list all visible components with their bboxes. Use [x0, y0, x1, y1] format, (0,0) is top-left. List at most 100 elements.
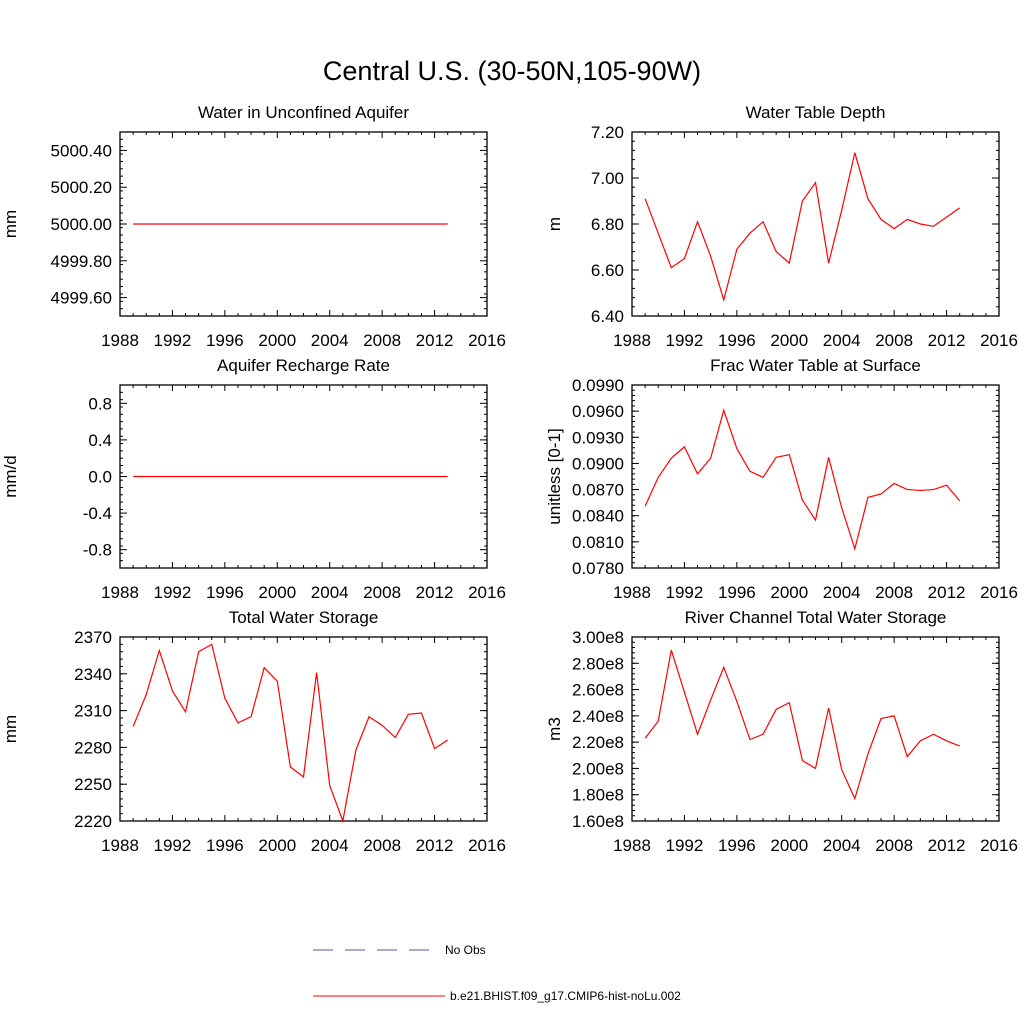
y-axis-label: mm/d	[1, 455, 20, 498]
x-tick-label: 1996	[206, 583, 244, 602]
y-tick-label: 5000.20	[51, 178, 112, 197]
x-tick-label: 1996	[718, 583, 756, 602]
x-tick-label: 2004	[823, 331, 861, 350]
series-line-model	[644, 152, 961, 303]
x-tick-label: 1996	[206, 836, 244, 855]
y-tick-label: 0.0930	[572, 428, 624, 447]
y-tick-label: 0.0810	[572, 533, 624, 552]
x-tick-label: 1988	[613, 836, 651, 855]
chart-panel-6: River Channel Total Water Storage m3 1988 1…	[545, 608, 1018, 855]
plot-frame	[631, 131, 1000, 317]
y-tick-label: 0.0960	[572, 402, 624, 421]
x-tick-label: 2000	[770, 836, 808, 855]
y-tick-label: 2.00e8	[572, 759, 624, 778]
x-tick-label: 2008	[363, 583, 401, 602]
x-tick-label: 2000	[258, 836, 296, 855]
x-tick-label: 2004	[311, 583, 349, 602]
y-tick-label: 2310	[74, 702, 112, 721]
y-tick-label: 0.0	[88, 468, 112, 487]
plot-frame	[631, 384, 1000, 569]
figure-title: Central U.S. (30-50N,105-90W)	[322, 56, 702, 86]
x-tick-label: 2012	[928, 331, 966, 350]
y-tick-label: 2.40e8	[572, 707, 624, 726]
x-tick-label: 1988	[101, 583, 139, 602]
y-tick-label: 4999.60	[51, 289, 112, 308]
y-tick-label: 0.8	[88, 394, 112, 413]
x-tick-label: 2000	[770, 331, 808, 350]
x-tick-label: 2004	[823, 583, 861, 602]
y-tick-label: 2370	[74, 628, 112, 647]
panel-title: Aquifer Recharge Rate	[217, 356, 390, 375]
panel-title: Total Water Storage	[229, 608, 379, 627]
panel-title: Water in Unconfined Aquifer	[198, 103, 409, 122]
plot-frame	[119, 636, 488, 822]
x-tick-label: 2016	[468, 583, 506, 602]
x-tick-label: 2004	[823, 836, 861, 855]
x-tick-label: 2008	[363, 836, 401, 855]
y-tick-label: 5000.40	[51, 141, 112, 160]
y-tick-label: 6.80	[591, 215, 624, 234]
x-tick-label: 2016	[980, 836, 1018, 855]
y-tick-label: 2250	[74, 775, 112, 794]
y-tick-label: 2340	[74, 665, 112, 684]
x-tick-label: 2016	[468, 836, 506, 855]
chart-panel-1: Water in Unconfined Aquifer mm 1988 1992 199…	[1, 103, 506, 350]
x-tick-label: 1992	[154, 583, 192, 602]
x-tick-label: 1988	[613, 583, 651, 602]
panel-title: Water Table Depth	[746, 103, 886, 122]
y-tick-label: 2.60e8	[572, 681, 624, 700]
x-tick-label: 2000	[258, 331, 296, 350]
y-tick-label: 3.00e8	[572, 628, 624, 647]
y-tick-label: 0.0870	[572, 481, 624, 500]
y-axis-label: unitless [0-1]	[545, 428, 564, 524]
chart-panel-2: Water Table Depth m 1988 1992 1996 2000 2004 20…	[545, 103, 1018, 350]
y-tick-label: 7.20	[591, 123, 624, 142]
x-tick-label: 1996	[206, 331, 244, 350]
y-axis-label: mm	[1, 715, 20, 743]
x-tick-label: 2012	[416, 331, 454, 350]
x-tick-label: 1988	[101, 331, 139, 350]
x-tick-label: 2004	[311, 836, 349, 855]
y-tick-label: 0.4	[88, 431, 112, 450]
y-tick-label: -0.4	[83, 504, 112, 523]
y-tick-label: 1.60e8	[572, 812, 624, 831]
y-axis-label: m	[545, 217, 564, 231]
x-tick-label: 1988	[101, 836, 139, 855]
x-tick-label: 2016	[980, 583, 1018, 602]
y-tick-label: -0.8	[83, 541, 112, 560]
x-tick-label: 2012	[928, 836, 966, 855]
x-tick-label: 1992	[666, 836, 704, 855]
y-tick-label: 0.0840	[572, 507, 624, 526]
series-line-model	[132, 643, 449, 824]
x-tick-label: 2012	[416, 836, 454, 855]
y-tick-label: 2.20e8	[572, 733, 624, 752]
x-tick-label: 2016	[468, 331, 506, 350]
y-tick-label: 5000.00	[51, 215, 112, 234]
x-tick-label: 2012	[928, 583, 966, 602]
y-tick-label: 0.0990	[572, 376, 624, 395]
x-tick-label: 2000	[770, 583, 808, 602]
y-tick-label: 6.40	[591, 307, 624, 326]
panel-title: River Channel Total Water Storage	[685, 608, 947, 627]
x-tick-label: 2000	[258, 583, 296, 602]
y-tick-label: 0.0900	[572, 454, 624, 473]
y-tick-label: 4999.80	[51, 252, 112, 271]
x-tick-label: 2004	[311, 331, 349, 350]
x-tick-label: 2008	[875, 331, 913, 350]
y-axis-label: mm	[1, 210, 20, 238]
x-tick-label: 2008	[875, 836, 913, 855]
chart-panel-3: Aquifer Recharge Rate mm/d 1988 1992 1996 200…	[1, 356, 506, 602]
y-axis-label: m3	[545, 717, 564, 741]
x-tick-label: 1996	[718, 331, 756, 350]
x-tick-label: 1992	[666, 331, 704, 350]
x-tick-label: 2016	[980, 331, 1018, 350]
y-tick-label: 2.80e8	[572, 654, 624, 673]
x-tick-label: 1992	[154, 331, 192, 350]
y-tick-label: 1.80e8	[572, 786, 624, 805]
plot-frame	[631, 636, 1000, 822]
y-tick-label: 0.0780	[572, 559, 624, 578]
series-line-model	[644, 408, 961, 552]
series-line-model	[644, 649, 960, 801]
